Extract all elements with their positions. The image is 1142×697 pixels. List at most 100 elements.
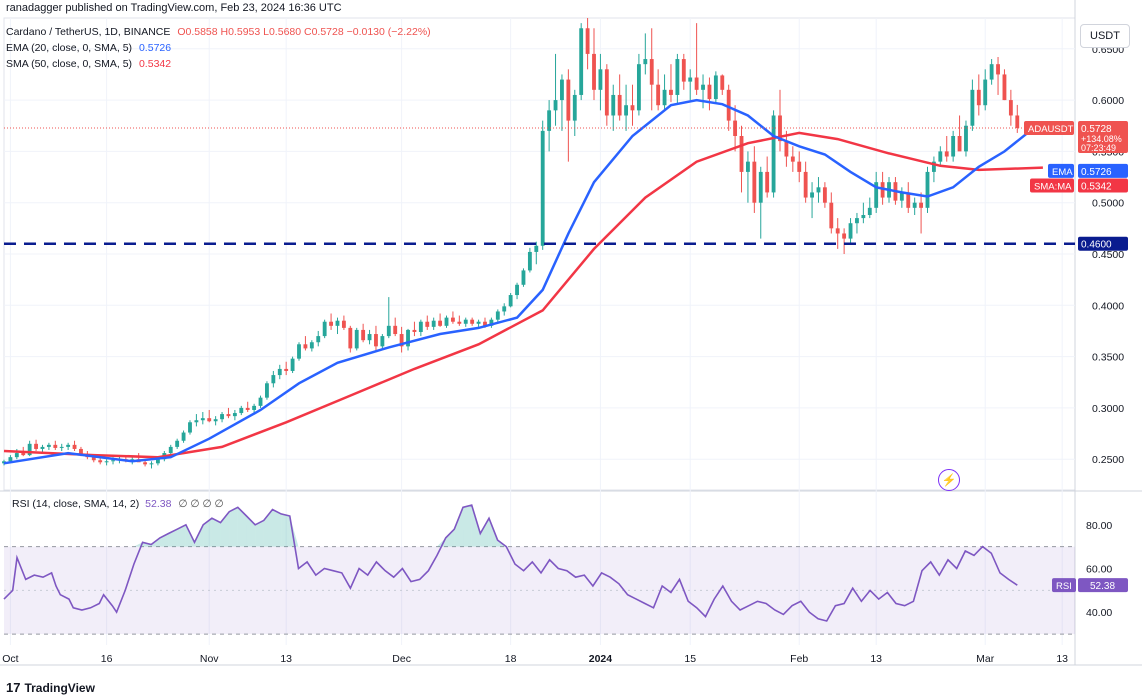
- rsi-legend-label: RSI (14, close, SMA, 14, 2): [12, 498, 140, 510]
- candle-body: [880, 182, 885, 198]
- candle-body: [829, 202, 834, 229]
- candle-body: [277, 368, 282, 376]
- candle-body: [957, 136, 962, 152]
- candle-body: [354, 329, 359, 349]
- candle-body: [989, 64, 994, 80]
- candle-body: [1002, 74, 1007, 101]
- rsi-overbought-fill: [237, 507, 247, 547]
- candle-body: [983, 79, 988, 106]
- candle-body: [463, 319, 468, 324]
- candle-body: [367, 334, 372, 341]
- rsi-line: [3, 504, 1018, 622]
- candle-body: [489, 319, 494, 326]
- candle-body: [418, 321, 423, 332]
- rsi-tick-label: 60.00: [1086, 564, 1112, 576]
- ema-price-name: EMA: [1052, 167, 1073, 178]
- price-tick-label: 0.4500: [1092, 249, 1124, 261]
- candle-body: [483, 321, 487, 326]
- candle-body: [797, 161, 802, 172]
- lightning-icon[interactable]: ⚡: [938, 469, 960, 491]
- candle-body: [925, 171, 930, 208]
- candle-body: [21, 453, 26, 456]
- candle-body: [194, 420, 199, 423]
- candle-body: [14, 453, 19, 458]
- ema-legend[interactable]: EMA (20, close, 0, SMA, 5) 0.5726: [6, 42, 171, 54]
- sma-legend-label: SMA (50, close, 0, SMA, 5): [6, 58, 133, 70]
- ema-legend-value: 0.5726: [138, 42, 172, 54]
- price-labels: 0.5728+134.08%07:23:49 ADAUSDT 0.5726 EMA 0.…: [1024, 120, 1128, 593]
- last-price-countdown: 07:23:49: [1081, 143, 1116, 153]
- sma-price-box: [1078, 178, 1128, 193]
- candle-body: [636, 64, 641, 111]
- time-tick-label: 13: [1056, 653, 1068, 665]
- ema-price-value: 0.5726: [1081, 167, 1112, 178]
- candle-body: [726, 89, 731, 121]
- candle-body: [790, 156, 795, 162]
- candle-body: [34, 443, 38, 449]
- price-tick-label: 0.3500: [1092, 352, 1124, 364]
- candle-body: [675, 59, 680, 95]
- footer-brand-text: TradingView: [24, 680, 95, 695]
- candle-body: [681, 59, 686, 82]
- candle-body: [733, 120, 738, 136]
- time-tick-label: Feb: [790, 653, 808, 665]
- symbol-legend[interactable]: Cardano / TetherUS, 1D, BINANCE O0.5858 …: [6, 26, 431, 38]
- candle-body: [450, 317, 455, 322]
- candle-body: [245, 407, 250, 410]
- candle-body: [46, 444, 51, 447]
- candle-body: [931, 161, 936, 172]
- time-tick-label: 15: [684, 653, 696, 665]
- candle-body: [867, 207, 872, 216]
- candle-body: [701, 84, 705, 90]
- candle-body: [290, 358, 295, 371]
- candle-body: [842, 233, 847, 239]
- candle-body: [822, 187, 827, 203]
- candle-body: [592, 53, 596, 90]
- candle-body: [810, 192, 814, 198]
- candle-body: [861, 215, 866, 219]
- candle-body: [66, 444, 71, 447]
- ohlc-values: O0.5858 H0.5953 L0.5680 C0.5728 −0.0130 …: [177, 26, 431, 38]
- rsi-overbought-fill: [168, 529, 178, 547]
- sma-legend[interactable]: SMA (50, close, 0, SMA, 5) 0.5342: [6, 58, 171, 70]
- candle-body: [393, 325, 398, 335]
- candle-body: [848, 223, 853, 239]
- price-tick-label: 0.5000: [1092, 198, 1124, 210]
- candle-body: [765, 171, 770, 193]
- candle-body: [271, 375, 276, 384]
- symbol-name: Cardano / TetherUS, 1D, BINANCE: [6, 26, 171, 38]
- candle-body: [572, 94, 577, 121]
- candle-body: [335, 320, 340, 326]
- footer-brand[interactable]: 17 TradingView: [6, 680, 95, 695]
- candle-body: [688, 77, 693, 82]
- time-tick-label: Mar: [976, 653, 995, 665]
- rsi-legend[interactable]: RSI (14, close, SMA, 14, 2) 52.38 ∅ ∅ ∅ …: [12, 498, 224, 510]
- candle-body: [976, 89, 981, 106]
- candle-body: [470, 319, 475, 324]
- last-price-value: 0.5728: [1081, 124, 1112, 135]
- currency-button[interactable]: USDT: [1080, 24, 1130, 48]
- candle-body: [232, 413, 237, 417]
- rsi-overbought-fill: [272, 509, 282, 547]
- candle-body: [912, 202, 917, 208]
- time-axis[interactable]: Oct 16 Nov 13 Dec 18 2024 15 Feb 13 Mar 13: [2, 653, 1068, 665]
- rsi-overbought-fill: [177, 524, 186, 547]
- candle-body: [521, 270, 526, 285]
- time-tick-label: 16: [101, 653, 113, 665]
- candle-body: [598, 69, 603, 90]
- candle-body: [527, 251, 532, 271]
- candle-body: [540, 130, 545, 246]
- candle-body: [72, 444, 77, 449]
- rsi-overbought-fill: [159, 533, 169, 547]
- candle-body: [649, 59, 654, 85]
- rsi-current-box: [1078, 578, 1128, 593]
- candle-body: [746, 161, 750, 172]
- candle-body: [406, 329, 410, 347]
- last-price-box: [1078, 120, 1128, 153]
- rsi-tick-label: 80.00: [1086, 520, 1112, 532]
- candle-body: [758, 171, 763, 203]
- candle-body: [220, 414, 224, 420]
- candle-body: [778, 115, 782, 142]
- candle-body: [669, 89, 673, 95]
